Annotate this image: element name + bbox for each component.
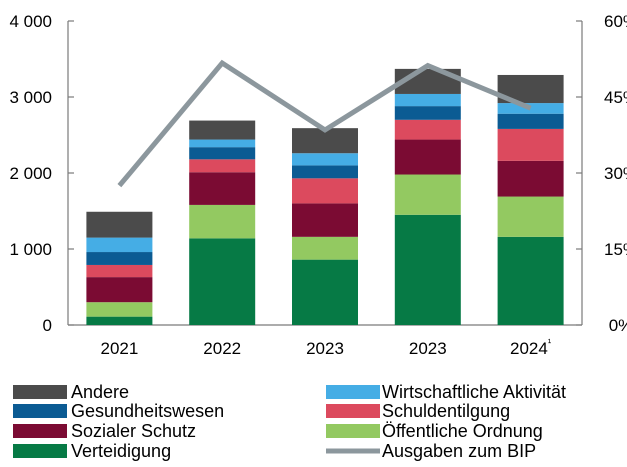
bar-segment-andere [86,212,152,238]
bar-segment-verteidigung [292,260,358,325]
bar-segment-sozialer-schutz [292,203,358,236]
bar-segment-sozialer-schutz [395,140,461,175]
bar-segment-wirtschaftliche-aktivität [498,103,564,114]
right-tick-label: 45% [604,88,627,107]
right-tick-label: 15% [604,240,627,259]
legend-label-right: Schuldentilgung [382,401,510,421]
bar-segment-verteidigung [395,215,461,325]
left-tick-label: 4 000 [9,12,52,31]
bar-segment-verteidigung [189,238,255,325]
bar-segment-wirtschaftliche-aktivität [189,140,255,148]
bar-segment-schuldentilgung [86,265,152,277]
bar-segment-schuldentilgung [189,159,255,172]
legend-swatch [13,444,67,458]
right-tick-label: 30% [604,164,627,183]
legend-label-right: Wirtschaftliche Aktivität [382,382,566,402]
bar-segment-öffentliche-ordnung [189,205,255,238]
bar-segment-sozialer-schutz [189,172,255,205]
legend-label-right: Öffentliche Ordnung [382,421,543,441]
bar-segment-gesundheitswesen [86,252,152,265]
bar-segment-wirtschaftliche-aktivität [292,153,358,165]
bar-segment-öffentliche-ordnung [86,302,152,316]
legend-swatch [326,404,380,418]
bar-segment-wirtschaftliche-aktivität [395,94,461,106]
bar-segment-verteidigung [86,317,152,325]
bar-segment-sozialer-schutz [86,277,152,302]
legend-swatch [13,385,67,399]
bar-segment-andere [189,121,255,140]
legend-swatch [13,404,67,418]
x-tick-label: 2024¹ [510,338,552,358]
legend-label-left: Sozialer Schutz [71,421,196,441]
bar-segment-schuldentilgung [498,129,564,161]
bar-segment-gesundheitswesen [498,114,564,129]
x-tick-label: 2021 [100,339,138,358]
x-tick-label: 2022 [203,339,241,358]
bar-segment-wirtschaftliche-aktivität [86,238,152,252]
bar-segment-gesundheitswesen [292,165,358,178]
bar-segment-schuldentilgung [395,120,461,140]
right-tick-label: 0% [609,316,627,335]
right-tick-label: 60% [604,12,627,31]
left-tick-label: 2 000 [9,164,52,183]
bar-segment-gesundheitswesen [395,106,461,120]
legend-label-left: Gesundheitswesen [71,401,224,421]
legend-swatch [326,385,380,399]
bar-segment-öffentliche-ordnung [395,175,461,215]
left-tick-label: 1 000 [9,240,52,259]
bar-segment-gesundheitswesen [189,147,255,159]
left-tick-label: 0 [43,316,52,335]
legend-swatch [13,424,67,438]
legend-label-left: Andere [71,382,129,402]
bar-segment-verteidigung [498,237,564,325]
bar-segment-öffentliche-ordnung [292,237,358,260]
legend-label-left: Verteidigung [71,441,171,461]
x-tick-label: 2023 [409,339,447,358]
legend-swatch [326,424,380,438]
bar-segment-sozialer-schutz [498,161,564,197]
bar-segment-schuldentilgung [292,178,358,203]
bar-segment-öffentliche-ordnung [498,197,564,237]
bars [86,69,563,325]
x-tick-label: 2023 [306,339,344,358]
left-tick-label: 3 000 [9,88,52,107]
legend-label-right: Ausgaben zum BIP [382,441,536,461]
